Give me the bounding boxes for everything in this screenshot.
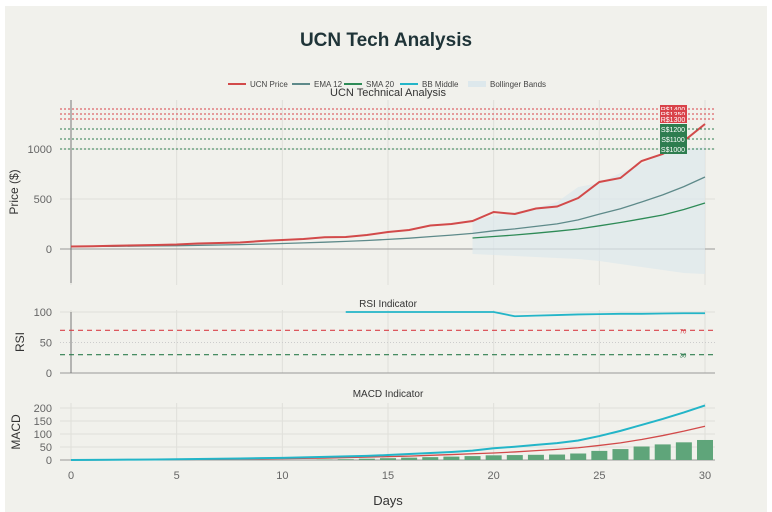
y-tick-label: 0 xyxy=(46,455,52,467)
macd-histogram-bar xyxy=(485,455,502,460)
macd-histogram-bar xyxy=(422,457,439,460)
ema-12-line xyxy=(70,176,706,248)
rsi-threshold-label: 70 xyxy=(680,329,687,335)
support-label: S$1000 xyxy=(661,147,685,154)
y-tick-label: 100 xyxy=(34,307,52,319)
x-axis-label: Days xyxy=(373,493,403,508)
macd-histogram-bar xyxy=(697,439,713,460)
y-tick-label: 0 xyxy=(46,244,52,256)
support-label-bg xyxy=(660,124,687,134)
price-line xyxy=(70,123,706,248)
resistance-label-bg xyxy=(660,115,687,123)
x-tick-label: 15 xyxy=(382,470,394,482)
macd-histogram-bar xyxy=(675,442,692,460)
macd-histogram-bar xyxy=(654,444,671,460)
macd-histogram-bar xyxy=(337,459,354,460)
macd-histogram-bar xyxy=(380,458,396,460)
macd-histogram-bar xyxy=(549,454,566,460)
support-label-bg xyxy=(660,134,687,144)
x-tick-label: 25 xyxy=(593,470,605,482)
macd-histogram-bar xyxy=(443,456,460,460)
x-tick-label: 0 xyxy=(68,470,74,482)
support-label-bg xyxy=(660,144,687,154)
rsi-threshold-label: 30 xyxy=(680,354,687,360)
macd-histogram-bar xyxy=(316,459,333,460)
macd-histogram-bar xyxy=(570,453,587,460)
macd-histogram-bar xyxy=(591,450,608,460)
y-tick-label: 0 xyxy=(46,368,52,380)
y-tick-label: 50 xyxy=(40,338,52,350)
legend-item: SMA 20 xyxy=(366,80,395,89)
y-tick-label: 1000 xyxy=(28,144,52,156)
legend-item: UCN Price xyxy=(250,80,288,89)
subplot-title-rsi: RSI Indicator xyxy=(359,299,417,310)
y-tick-label: 100 xyxy=(34,429,52,441)
macd-histogram-bar xyxy=(527,454,544,460)
y-axis-label-rsi: RSI xyxy=(13,332,27,352)
macd-histogram-bar xyxy=(464,456,481,460)
resistance-label: R$1300 xyxy=(661,117,686,124)
subplot-title-price: UCN Technical Analysis xyxy=(330,87,446,99)
legend-item: Bollinger Bands xyxy=(490,80,546,89)
resistance-label-bg xyxy=(660,105,687,113)
subplot-title-macd: MACD Indicator xyxy=(353,389,424,400)
macd-histogram-bar xyxy=(358,458,375,460)
y-tick-label: 50 xyxy=(40,442,52,454)
y-tick-label: 500 xyxy=(34,194,52,206)
rsi-line xyxy=(345,311,705,318)
x-tick-label: 20 xyxy=(488,470,500,482)
legend-item: EMA 12 xyxy=(314,80,343,89)
macd-histogram-bar xyxy=(633,446,650,460)
y-tick-label: 200 xyxy=(34,403,52,415)
y-axis-label-macd: MACD xyxy=(9,414,23,450)
x-tick-label: 5 xyxy=(174,470,180,482)
resistance-label-bg xyxy=(660,110,687,118)
chart-title: UCN Tech Analysis xyxy=(299,30,473,51)
macd-histogram-bar xyxy=(612,449,629,460)
sma-20-line xyxy=(472,202,706,239)
support-label: S$1200 xyxy=(661,127,685,134)
x-tick-label: 30 xyxy=(699,470,711,482)
macd-histogram-bar xyxy=(401,457,418,460)
x-tick-label: 10 xyxy=(276,470,288,482)
y-tick-label: 150 xyxy=(34,416,52,428)
macd-line xyxy=(70,404,706,461)
bollinger-band-area xyxy=(472,147,705,274)
y-axis-label-price: Price ($) xyxy=(7,169,21,214)
support-label: S$1100 xyxy=(661,137,685,144)
legend-item: BB Middle xyxy=(422,80,459,89)
macd-histogram-bar xyxy=(506,455,523,460)
